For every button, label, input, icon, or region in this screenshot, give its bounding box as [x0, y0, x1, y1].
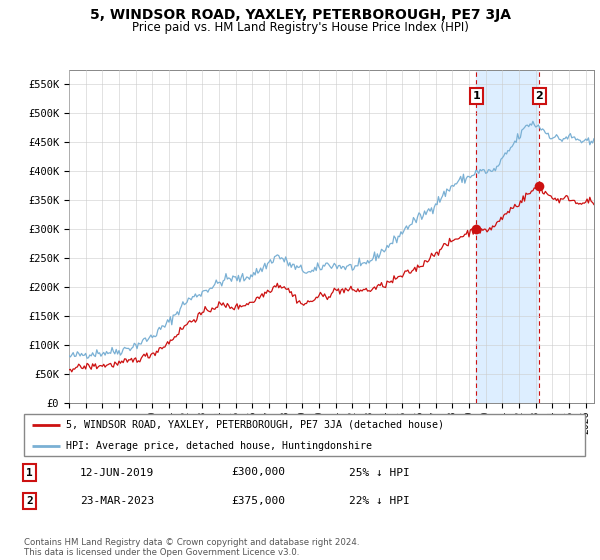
- Text: 12-JUN-2019: 12-JUN-2019: [80, 468, 154, 478]
- Text: 5, WINDSOR ROAD, YAXLEY, PETERBOROUGH, PE7 3JA (detached house): 5, WINDSOR ROAD, YAXLEY, PETERBOROUGH, P…: [66, 420, 444, 430]
- Text: 22% ↓ HPI: 22% ↓ HPI: [349, 496, 410, 506]
- Text: HPI: Average price, detached house, Huntingdonshire: HPI: Average price, detached house, Hunt…: [66, 441, 372, 451]
- Text: 25% ↓ HPI: 25% ↓ HPI: [349, 468, 410, 478]
- Text: £300,000: £300,000: [232, 468, 286, 478]
- Text: £375,000: £375,000: [232, 496, 286, 506]
- Text: 2: 2: [26, 496, 33, 506]
- Text: Contains HM Land Registry data © Crown copyright and database right 2024.
This d: Contains HM Land Registry data © Crown c…: [24, 538, 359, 557]
- Bar: [539, 70, 600, 403]
- Text: 1: 1: [26, 468, 33, 478]
- Bar: [476, 70, 539, 403]
- Text: 23-MAR-2023: 23-MAR-2023: [80, 496, 154, 506]
- Text: 2: 2: [535, 91, 543, 101]
- Text: 5, WINDSOR ROAD, YAXLEY, PETERBOROUGH, PE7 3JA: 5, WINDSOR ROAD, YAXLEY, PETERBOROUGH, P…: [89, 8, 511, 22]
- Text: Price paid vs. HM Land Registry's House Price Index (HPI): Price paid vs. HM Land Registry's House …: [131, 21, 469, 34]
- Text: 1: 1: [472, 91, 480, 101]
